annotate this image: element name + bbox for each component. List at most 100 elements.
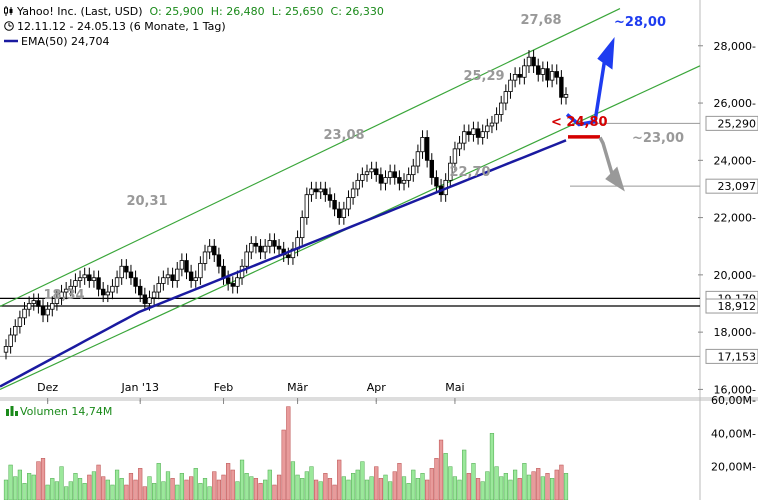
volume-bar: [475, 478, 481, 500]
volume-bar: [128, 473, 134, 500]
volume-bar: [443, 453, 448, 500]
candle-body: [128, 271, 134, 279]
volume-bar: [147, 476, 152, 500]
volume-bar: [151, 483, 157, 500]
volume-bar: [355, 469, 360, 500]
volume-bar: [406, 483, 411, 500]
price-annotation: 22,70: [449, 165, 490, 180]
volume-bar: [499, 476, 504, 500]
volume-bar: [64, 486, 69, 500]
price-tick-label: 22,000-: [714, 212, 756, 225]
candle-body: [110, 285, 115, 293]
resistance-label: < 24,80: [551, 115, 608, 130]
volume-bar: [101, 476, 106, 500]
candle-body: [13, 326, 18, 336]
price-annotation: 18,34: [43, 288, 84, 303]
volume-bar: [559, 464, 564, 500]
volume-bar: [434, 458, 439, 500]
candle-body: [244, 251, 249, 267]
volume-bar: [522, 463, 527, 500]
candle-body: [337, 208, 342, 218]
candle-body: [96, 277, 101, 290]
candle-body: [392, 171, 397, 178]
volume-bar: [226, 463, 231, 500]
x-tick-label: Feb: [214, 381, 233, 394]
volume-bar: [531, 471, 536, 500]
candle-body: [401, 179, 407, 184]
candle-body: [508, 79, 513, 92]
volume-bar: [286, 406, 291, 500]
candle-body: [323, 188, 328, 196]
volume-bar: [369, 476, 374, 500]
volume-bar: [411, 469, 416, 500]
ema-line: [0, 139, 567, 388]
candle-body: [369, 168, 374, 173]
volume-bar: [332, 484, 337, 500]
volume-bars-icon: [6, 406, 18, 416]
volume-bar: [114, 469, 120, 500]
volume-bar: [508, 479, 513, 500]
candle-body: [235, 277, 240, 287]
candle-body: [36, 300, 41, 307]
ema-line-icon: [4, 39, 18, 43]
volume-bar: [295, 474, 300, 500]
bearish-arrowhead: [605, 166, 625, 192]
bullish-target-label: ~28,00: [614, 15, 666, 30]
price-tick-label: 28,000-: [714, 40, 756, 53]
volume-bar: [540, 476, 545, 500]
volume-bar: [503, 473, 508, 500]
volume-bar: [304, 471, 309, 500]
price-tick-label: 26,000-: [714, 97, 756, 110]
volume-bar: [249, 476, 254, 500]
candle-body: [360, 174, 365, 181]
volume-bar: [309, 466, 314, 500]
volume-bar: [189, 476, 194, 500]
volume-bar: [212, 471, 217, 500]
volume-bar: [471, 463, 476, 500]
candle-body: [563, 94, 569, 98]
volume-bar: [494, 466, 499, 500]
candle-body: [26, 303, 32, 310]
price-annotation: 27,68: [520, 13, 561, 28]
candle-body: [82, 274, 87, 279]
candle-body: [364, 171, 370, 176]
bullish-arrowhead: [597, 37, 615, 70]
candle-body: [420, 137, 425, 153]
candle-body: [147, 297, 152, 304]
candle-body: [536, 65, 541, 75]
candle-body: [253, 242, 259, 247]
volume-bar: [8, 464, 13, 500]
candle-body: [559, 76, 564, 98]
volume-bar: [327, 478, 333, 500]
volume-bar: [480, 481, 485, 500]
candle-body: [198, 263, 203, 279]
price-tick-label: 18,000-: [714, 326, 756, 339]
candle-body: [142, 294, 148, 304]
candle-body: [54, 297, 60, 304]
volume-bar: [323, 473, 328, 500]
candle-body: [119, 265, 124, 279]
volume-bar: [54, 481, 60, 500]
header-row-period: 12.11.12 - 24.05.13 (6 Monate, 1 Tag): [4, 19, 384, 34]
volume-bar: [351, 473, 356, 500]
volume-bar: [31, 474, 36, 500]
volume-bar: [73, 473, 78, 500]
chart-header: Yahoo! Inc. (Last, USD) O: 25,900 H: 26,…: [4, 4, 384, 49]
volume-bar: [3, 479, 9, 500]
volume-bar: [235, 481, 240, 500]
volume-bar: [517, 478, 522, 500]
x-tick-label: Jan '13: [120, 381, 158, 394]
volume-bar: [230, 469, 235, 500]
volume-bar: [239, 459, 245, 500]
candle-body: [45, 308, 50, 316]
candle-body: [299, 217, 305, 239]
candle-body: [73, 280, 78, 287]
volume-bar: [290, 461, 296, 500]
volume-bar: [138, 468, 143, 500]
candle-body: [225, 277, 231, 284]
candle-body: [424, 137, 430, 161]
candle-body: [332, 200, 337, 210]
candle-body: [313, 188, 319, 193]
candle-body: [212, 245, 217, 256]
